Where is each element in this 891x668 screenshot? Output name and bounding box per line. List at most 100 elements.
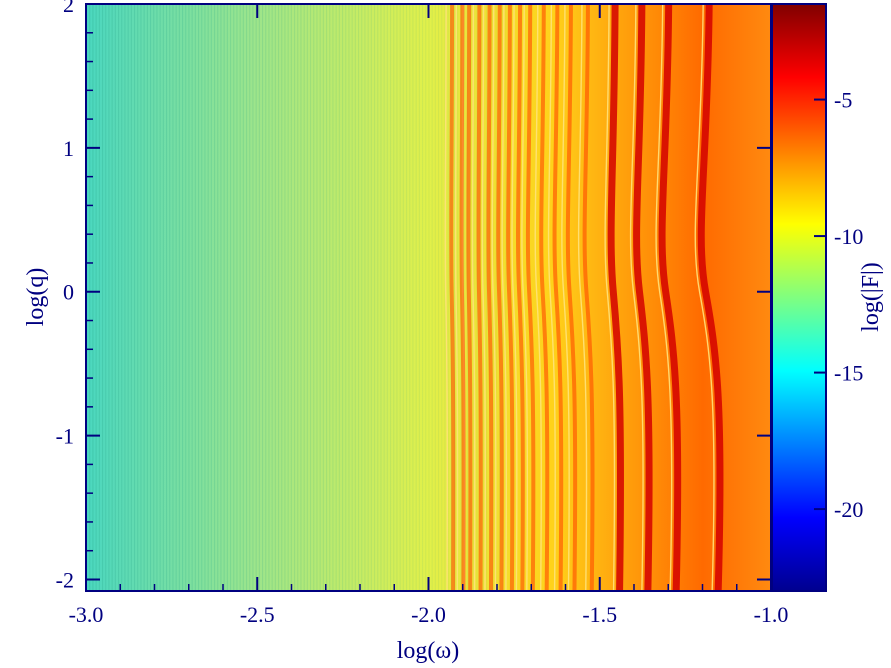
colorbar bbox=[771, 3, 827, 592]
heatmap-stripe bbox=[284, 4, 286, 591]
heatmap-ridge-highlight bbox=[655, 4, 673, 591]
heatmap-stripe bbox=[175, 4, 177, 591]
heatmap-area bbox=[86, 4, 771, 591]
heatmap-ridge bbox=[658, 4, 682, 591]
heatmap-stripe bbox=[236, 4, 238, 591]
heatmap-stripe bbox=[338, 4, 340, 591]
heatmap-ridge-highlight bbox=[521, 4, 529, 591]
heatmap-ridge-highlight bbox=[444, 4, 448, 591]
heatmap-stripe bbox=[220, 4, 222, 591]
heatmap-stripe bbox=[210, 4, 212, 591]
colorbar-tick-label: -20 bbox=[834, 497, 863, 522]
heatmap-stripe bbox=[322, 4, 324, 591]
heatmap-stripe bbox=[127, 4, 129, 591]
heatmap-stripe bbox=[412, 4, 414, 591]
heatmap-stripe bbox=[361, 4, 363, 591]
heatmap-stripe bbox=[162, 4, 164, 591]
x-tick-label: -1.5 bbox=[582, 602, 617, 627]
heatmap-stripe bbox=[89, 4, 91, 591]
heatmap-stripe bbox=[306, 4, 308, 591]
heatmap-fine-stripes bbox=[86, 4, 507, 591]
heatmap-stripe bbox=[383, 4, 385, 591]
heatmap-stripe bbox=[233, 4, 235, 591]
heatmap-stripe bbox=[130, 4, 132, 591]
colorbar-label: log(|F|) bbox=[858, 262, 884, 332]
heatmap-ridge-highlight bbox=[501, 4, 508, 591]
heatmap-stripe bbox=[393, 4, 395, 591]
heatmap-ridge-highlight bbox=[547, 4, 556, 591]
heatmap-stripe bbox=[172, 4, 174, 591]
heatmap-stripe bbox=[399, 4, 401, 591]
heatmap-stripe bbox=[188, 4, 190, 591]
heatmap-ridge bbox=[459, 4, 466, 591]
heatmap-stripe bbox=[214, 4, 216, 591]
heatmap-ridge-highlight bbox=[561, 4, 570, 591]
heatmap-stripe bbox=[111, 4, 113, 591]
x-tick-label: -1.0 bbox=[754, 602, 789, 627]
heatmap-stripe bbox=[428, 4, 430, 591]
heatmap-ridge-highlight bbox=[629, 4, 644, 591]
y-axis-ticks: -2 -1 0 1 2 bbox=[56, 0, 771, 592]
heatmap-stripe bbox=[502, 4, 504, 591]
heatmap-stripe bbox=[258, 4, 260, 591]
heatmap-stripe bbox=[294, 4, 296, 591]
heatmap-stripe bbox=[505, 4, 507, 591]
heatmap-stripe bbox=[95, 4, 97, 591]
heatmap-stripe bbox=[364, 4, 366, 591]
heatmap-ridge bbox=[697, 4, 724, 591]
heatmap-stripe bbox=[370, 4, 372, 591]
heatmap-stripe bbox=[377, 4, 379, 591]
heatmap-ridges bbox=[444, 4, 724, 591]
heatmap-stripe bbox=[140, 4, 142, 591]
heatmap-stripe bbox=[476, 4, 478, 591]
heatmap-ridge bbox=[552, 4, 564, 591]
heatmap-stripe bbox=[329, 4, 331, 591]
heatmap-ridge bbox=[466, 4, 473, 591]
heatmap-stripe bbox=[367, 4, 369, 591]
heatmap-stripe bbox=[98, 4, 100, 591]
heatmap-ridge bbox=[516, 4, 525, 591]
heatmap-stripe bbox=[146, 4, 148, 591]
heatmap-stripe bbox=[198, 4, 200, 591]
heatmap-ridge bbox=[449, 4, 456, 591]
heatmap-stripe bbox=[108, 4, 110, 591]
heatmap-stripe bbox=[201, 4, 203, 591]
heatmap-stripe bbox=[386, 4, 388, 591]
heatmap-stripe bbox=[390, 4, 392, 591]
y-tick-label: -2 bbox=[56, 567, 74, 592]
heatmap-stripe bbox=[114, 4, 116, 591]
heatmap-stripe bbox=[447, 4, 449, 591]
heatmap-ridge-highlight bbox=[454, 4, 459, 591]
heatmap-stripe bbox=[348, 4, 350, 591]
heatmap-stripe bbox=[425, 4, 427, 591]
heatmap-stripe bbox=[457, 4, 459, 591]
heatmap-stripe bbox=[207, 4, 209, 591]
heatmap-stripe bbox=[409, 4, 411, 591]
heatmap-stripe bbox=[169, 4, 171, 591]
heatmap-stripe bbox=[396, 4, 398, 591]
heatmap-stripe bbox=[182, 4, 184, 591]
heatmap-stripe bbox=[223, 4, 225, 591]
heatmap-stripe bbox=[351, 4, 353, 591]
heatmap-stripe bbox=[406, 4, 408, 591]
colorbar-ticks: -20 -15 -10 -5 bbox=[814, 88, 863, 522]
heatmap-ridge-highlight bbox=[534, 4, 542, 591]
heatmap-stripe bbox=[102, 4, 104, 591]
heatmap-stripe bbox=[434, 4, 436, 591]
heatmap-stripe bbox=[422, 4, 424, 591]
heatmap-stripe bbox=[495, 4, 497, 591]
heatmap-stripe bbox=[204, 4, 206, 591]
heatmap-stripe bbox=[262, 4, 264, 591]
heatmap-ridge bbox=[486, 4, 494, 591]
heatmap-ridge bbox=[633, 4, 653, 591]
heatmap-ridge-highlight bbox=[694, 4, 715, 591]
heatmap-stripe bbox=[249, 4, 251, 591]
heatmap-ridge-highlight bbox=[491, 4, 497, 591]
heatmap-stripe bbox=[252, 4, 254, 591]
heatmap-stripe bbox=[297, 4, 299, 591]
heatmap-stripe bbox=[463, 4, 465, 591]
heatmap-stripe bbox=[191, 4, 193, 591]
y-tick-label: 1 bbox=[63, 136, 74, 161]
heatmap-stripe bbox=[281, 4, 283, 591]
